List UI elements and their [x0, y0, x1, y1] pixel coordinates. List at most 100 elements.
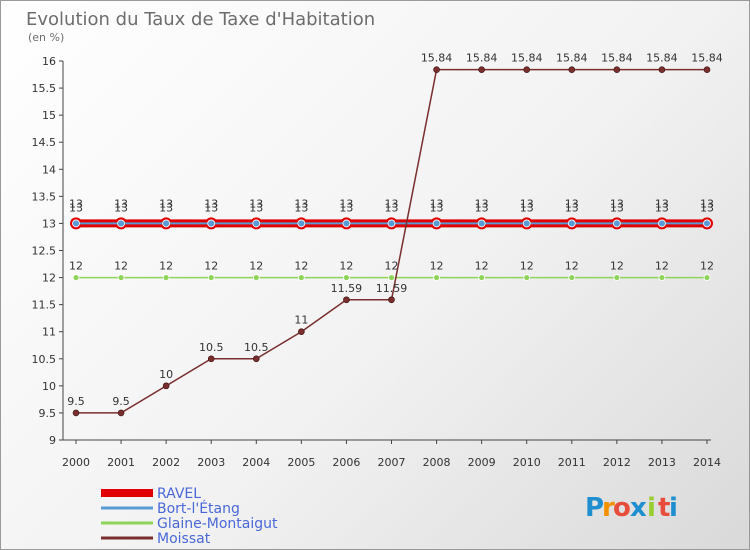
data-label: 12: [385, 260, 399, 273]
x-tick-label: 2003: [197, 456, 225, 469]
data-label: 9.5: [67, 395, 85, 408]
y-tick-label: 10: [42, 380, 56, 393]
data-point: [568, 66, 576, 73]
data-point: [252, 274, 260, 281]
data-point: [297, 219, 306, 228]
data-label: 15.84: [556, 52, 588, 65]
x-tick-label: 2009: [468, 456, 496, 469]
series-group: [70, 66, 713, 417]
x-tick-label: 2001: [107, 456, 135, 469]
data-point: [388, 296, 395, 304]
x-tick-label: 2004: [242, 456, 270, 469]
data-label: 13: [159, 201, 173, 214]
data-label: 13: [565, 197, 579, 210]
data-label: 13: [700, 197, 714, 210]
data-label: 13: [204, 201, 218, 214]
data-label: 13: [430, 201, 444, 214]
data-label: 13: [294, 201, 308, 214]
data-point: [658, 66, 666, 73]
data-point: [342, 219, 351, 228]
data-label: 13: [114, 201, 128, 214]
data-point: [162, 219, 171, 228]
data-label: 13: [610, 197, 624, 210]
data-label: 13: [339, 201, 353, 214]
data-label: 12: [249, 260, 263, 273]
data-point: [117, 219, 125, 228]
data-label: 12: [655, 260, 669, 273]
logo-letter: r: [602, 493, 615, 523]
data-point: [117, 409, 125, 417]
data-label: 13: [204, 197, 218, 210]
data-point: [72, 219, 80, 228]
x-tick-label: 2008: [423, 456, 451, 469]
data-point: [477, 219, 486, 228]
x-tick-label: 2011: [558, 456, 586, 469]
y-tick-label: 12: [42, 272, 56, 285]
data-point: [478, 66, 485, 73]
data-label: 13: [655, 197, 669, 210]
y-tick-label: 12.5: [32, 245, 57, 258]
data-point: [523, 66, 531, 73]
data-label: 12: [204, 260, 218, 273]
data-point: [567, 219, 576, 228]
legend-label: RAVEL: [157, 486, 201, 502]
x-tick-label: 2005: [287, 456, 315, 469]
data-label: 13: [520, 197, 534, 210]
data-point: [72, 409, 80, 417]
data-label: 12: [69, 260, 83, 273]
data-label: 13: [475, 197, 489, 210]
data-point: [343, 296, 350, 304]
data-label: 13: [159, 197, 173, 210]
data-label: 12: [565, 260, 579, 273]
data-label: 13: [385, 197, 399, 210]
data-point: [207, 355, 215, 363]
data-label: 13: [700, 201, 714, 214]
legend-swatch: [101, 506, 153, 510]
y-tick-label: 14: [42, 163, 56, 176]
data-point: [658, 274, 666, 281]
data-point: [162, 382, 170, 390]
y-tick-label: 11.5: [32, 299, 57, 312]
x-tick-label: 2014: [693, 456, 721, 469]
data-label: 13: [385, 201, 399, 214]
data-point: [568, 274, 576, 281]
data-label: 12: [159, 260, 173, 273]
data-label: 13: [249, 197, 263, 210]
y-tick-label: 13.5: [32, 190, 57, 203]
series-line-3: [76, 68, 707, 414]
data-label: 11.59: [331, 282, 363, 295]
x-tick-label: 2012: [603, 456, 631, 469]
logo-letter: i: [669, 493, 678, 523]
data-label: 13: [249, 201, 263, 214]
data-label: 10: [159, 368, 173, 381]
y-tick-label: 9.5: [39, 407, 57, 420]
data-point: [387, 219, 396, 228]
data-label: 13: [430, 197, 444, 210]
y-tick-label: 15.5: [32, 82, 57, 95]
data-point: [297, 274, 305, 281]
data-point: [703, 66, 711, 73]
data-label: 13: [69, 197, 83, 210]
data-point: [162, 274, 170, 281]
data-point: [72, 274, 80, 281]
data-point: [207, 274, 215, 281]
data-label: 11.59: [376, 282, 408, 295]
legend-swatch: [101, 521, 153, 525]
data-point: [703, 219, 711, 228]
data-label: 12: [430, 260, 444, 273]
data-point: [523, 274, 531, 281]
data-label: 10.5: [199, 341, 224, 354]
data-point: [252, 219, 261, 228]
x-tick-label: 2002: [152, 456, 180, 469]
data-label: 12: [610, 260, 624, 273]
data-label: 12: [294, 260, 308, 273]
legend-swatch: [101, 536, 153, 540]
data-point: [433, 66, 440, 73]
y-tick-label: 11: [42, 326, 56, 339]
data-label: 13: [655, 201, 669, 214]
data-point: [207, 219, 216, 228]
data-label: 13: [69, 201, 83, 214]
